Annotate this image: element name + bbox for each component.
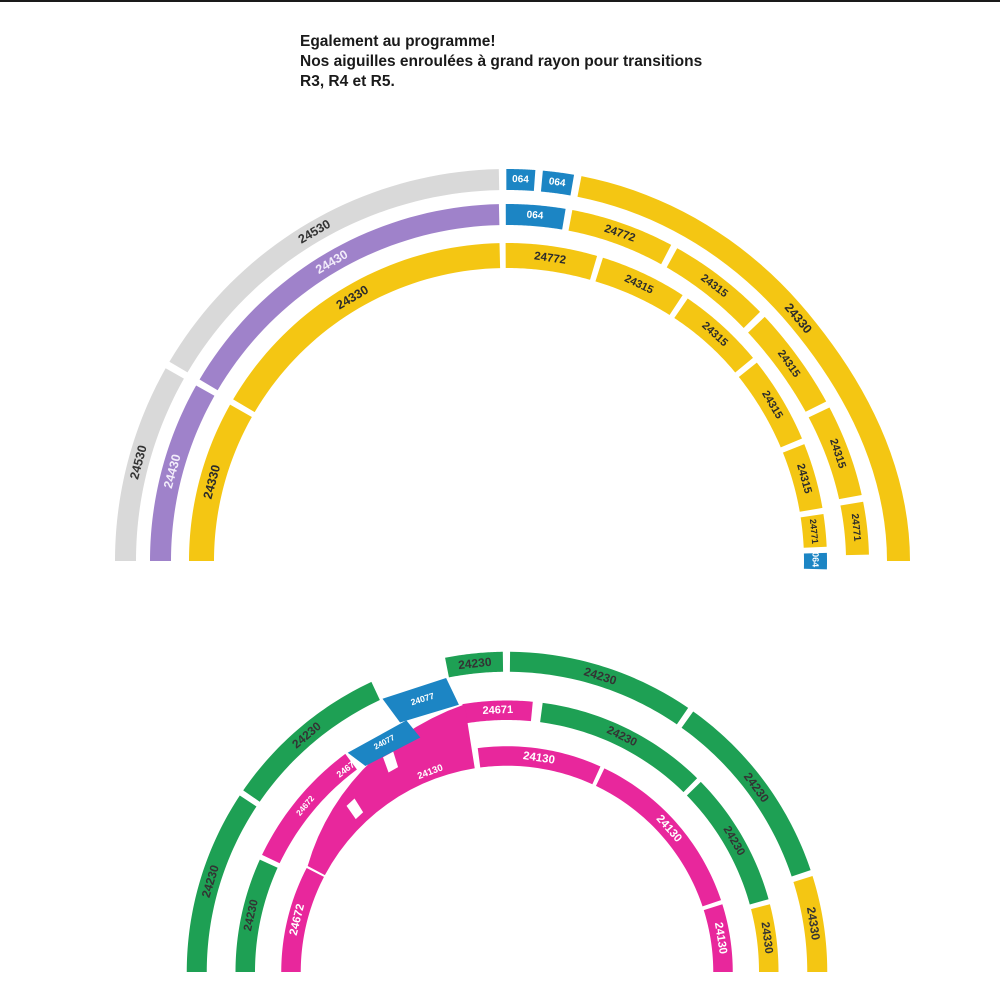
- svg-text:064: 064: [810, 552, 820, 567]
- svg-text:064: 064: [512, 174, 530, 186]
- svg-text:064: 064: [548, 176, 566, 189]
- svg-text:064: 064: [526, 209, 544, 221]
- svg-text:24671: 24671: [482, 704, 513, 717]
